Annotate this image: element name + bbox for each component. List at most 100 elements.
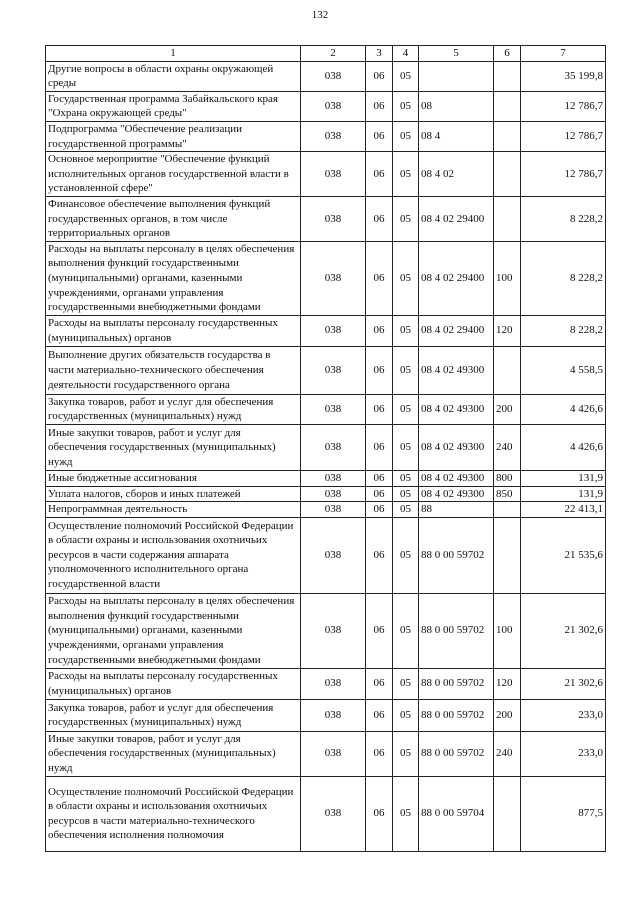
ministry-code-cell: 038 <box>300 698 366 732</box>
subsection-code-cell: 05 <box>392 485 419 503</box>
table-row: Уплата налогов, сборов и иных платежей 03… <box>45 485 606 503</box>
subsection-code-cell: 05 <box>392 195 419 242</box>
ministry-code-cell: 038 <box>300 345 366 395</box>
section-code-cell: 06 <box>365 314 393 347</box>
ministry-code-cell: 038 <box>300 240 366 316</box>
subsection-code-cell: 05 <box>392 667 419 700</box>
target-article-code-cell: 88 0 00 59702 <box>418 698 494 732</box>
expense-type-code-cell <box>493 120 521 153</box>
table-row: Подпрограмма "Обеспечение реализации гос… <box>45 120 606 153</box>
section-code-cell: 06 <box>365 240 393 316</box>
subsection-code-cell: 05 <box>392 314 419 347</box>
target-article-code-cell: 88 0 00 59702 <box>418 667 494 700</box>
amount-cell: 21 302,6 <box>520 667 606 700</box>
section-code-cell: 06 <box>365 120 393 153</box>
target-article-code-cell: 08 4 02 29400 <box>418 195 494 242</box>
table-header-row: 1 2 3 4 5 6 7 <box>45 45 606 62</box>
item-name-cell: Расходы на выплаты персоналу государстве… <box>45 667 301 700</box>
column-header: 6 <box>493 45 521 62</box>
table-row: Государственная программа Забайкальского… <box>45 90 606 122</box>
expense-type-code-cell <box>493 195 521 242</box>
section-code-cell: 06 <box>365 501 393 518</box>
table-row: Закупка товаров, работ и услуг для обесп… <box>45 698 606 732</box>
subsection-code-cell: 05 <box>392 730 419 777</box>
subsection-code-cell: 05 <box>392 60 419 92</box>
ministry-code-cell: 038 <box>300 90 366 122</box>
target-article-code-cell: 88 <box>418 501 494 518</box>
target-article-code-cell: 88 0 00 59704 <box>418 775 494 852</box>
column-header: 7 <box>520 45 606 62</box>
page-number: 132 <box>311 9 329 21</box>
target-article-code-cell: 08 4 02 49300 <box>418 469 494 487</box>
target-article-code-cell: 08 <box>418 90 494 122</box>
table-row: Расходы на выплаты персоналу в целях обе… <box>45 592 606 669</box>
table-row: Закупка товаров, работ и услуг для обесп… <box>45 393 606 425</box>
table-row: Иные бюджетные ассигнования 038 06 05 08 4 0… <box>45 469 606 487</box>
item-name-cell: Государственная программа Забайкальского… <box>45 90 301 122</box>
expense-type-code-cell <box>493 516 521 594</box>
table-row: Основное мероприятие "Обеспечение функци… <box>45 151 606 197</box>
section-code-cell: 06 <box>365 516 393 594</box>
column-header: 2 <box>300 45 366 62</box>
target-article-code-cell: 08 4 02 29400 <box>418 314 494 347</box>
subsection-code-cell: 05 <box>392 516 419 594</box>
subsection-code-cell: 05 <box>392 393 419 425</box>
section-code-cell: 06 <box>365 667 393 700</box>
table-row: Выполнение других обязательств государст… <box>45 345 606 395</box>
target-article-code-cell: 08 4 02 29400 <box>418 240 494 316</box>
amount-cell: 131,9 <box>520 469 606 487</box>
ministry-code-cell: 038 <box>300 667 366 700</box>
target-article-code-cell: 88 0 00 59702 <box>418 730 494 777</box>
amount-cell: 877,5 <box>520 775 606 852</box>
section-code-cell: 06 <box>365 469 393 487</box>
section-code-cell: 06 <box>365 90 393 122</box>
table-row: Расходы на выплаты персоналу в целях обе… <box>45 240 606 316</box>
table-row: Финансовое обеспечение выполнения функци… <box>45 195 606 242</box>
ministry-code-cell: 038 <box>300 592 366 669</box>
expense-type-code-cell <box>493 775 521 852</box>
section-code-cell: 06 <box>365 393 393 425</box>
section-code-cell: 06 <box>365 151 393 197</box>
budget-table: 1 2 3 4 5 6 7 Другие вопросы в области о… <box>45 45 606 852</box>
item-name-cell: Основное мероприятие "Обеспечение функци… <box>45 151 301 197</box>
expense-type-code-cell <box>493 90 521 122</box>
section-code-cell: 06 <box>365 730 393 777</box>
subsection-code-cell: 05 <box>392 90 419 122</box>
item-name-cell: Закупка товаров, работ и услуг для обесп… <box>45 698 301 732</box>
item-name-cell: Подпрограмма "Обеспечение реализации гос… <box>45 120 301 153</box>
amount-cell: 22 413,1 <box>520 501 606 518</box>
item-name-cell: Осуществление полномочий Российской Феде… <box>45 516 301 594</box>
ministry-code-cell: 038 <box>300 775 366 852</box>
expense-type-code-cell <box>493 501 521 518</box>
target-article-code-cell: 08 4 02 <box>418 151 494 197</box>
item-name-cell: Иные закупки товаров, работ и услуг для … <box>45 423 301 471</box>
target-article-code-cell: 08 4 02 49300 <box>418 485 494 503</box>
table-row: Другие вопросы в области охраны окружающ… <box>45 60 606 92</box>
subsection-code-cell: 05 <box>392 423 419 471</box>
section-code-cell: 06 <box>365 195 393 242</box>
ministry-code-cell: 038 <box>300 485 366 503</box>
table-row: Осуществление полномочий Российской Феде… <box>45 516 606 594</box>
ministry-code-cell: 038 <box>300 151 366 197</box>
subsection-code-cell: 05 <box>392 151 419 197</box>
amount-cell: 12 786,7 <box>520 151 606 197</box>
item-name-cell: Выполнение других обязательств государст… <box>45 345 301 395</box>
amount-cell: 4 558,5 <box>520 345 606 395</box>
target-article-code-cell: 08 4 <box>418 120 494 153</box>
subsection-code-cell: 05 <box>392 501 419 518</box>
ministry-code-cell: 038 <box>300 393 366 425</box>
section-code-cell: 06 <box>365 775 393 852</box>
amount-cell: 233,0 <box>520 698 606 732</box>
table-row: Непрограммная деятельность 038 06 05 88 22 41… <box>45 501 606 518</box>
expense-type-code-cell: 120 <box>493 314 521 347</box>
amount-cell: 35 199,8 <box>520 60 606 92</box>
expense-type-code-cell <box>493 345 521 395</box>
subsection-code-cell: 05 <box>392 592 419 669</box>
item-name-cell: Расходы на выплаты персоналу в целях обе… <box>45 240 301 316</box>
amount-cell: 233,0 <box>520 730 606 777</box>
item-name-cell: Закупка товаров, работ и услуг для обесп… <box>45 393 301 425</box>
ministry-code-cell: 038 <box>300 501 366 518</box>
target-article-code-cell: 08 4 02 49300 <box>418 345 494 395</box>
expense-type-code-cell: 240 <box>493 730 521 777</box>
subsection-code-cell: 05 <box>392 775 419 852</box>
